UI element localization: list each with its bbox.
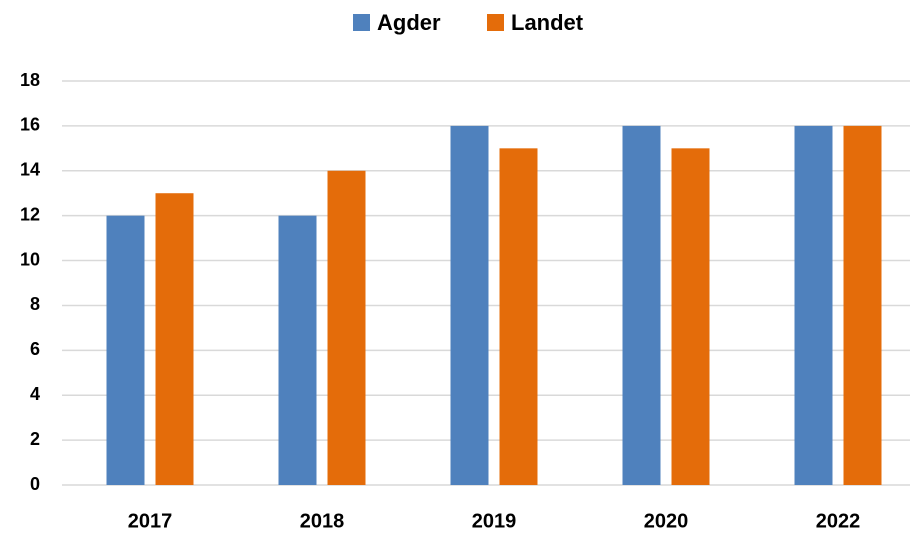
x-tick-label: 2018 bbox=[300, 510, 345, 532]
bar bbox=[106, 215, 145, 485]
y-tick-label: 2 bbox=[30, 429, 40, 449]
bar bbox=[794, 125, 833, 485]
bar bbox=[450, 125, 489, 485]
y-tick-label: 8 bbox=[30, 294, 40, 314]
bar bbox=[278, 215, 317, 485]
y-tick-label: 12 bbox=[20, 204, 40, 224]
y-tick-label: 18 bbox=[20, 70, 40, 90]
legend-swatch bbox=[353, 14, 370, 31]
y-tick-label: 16 bbox=[20, 115, 40, 135]
y-tick-label: 4 bbox=[30, 384, 40, 404]
legend-swatch bbox=[487, 14, 504, 31]
legend-label: Landet bbox=[511, 10, 584, 35]
bar bbox=[622, 125, 661, 485]
x-tick-label: 2017 bbox=[128, 510, 173, 532]
bar bbox=[671, 148, 710, 486]
y-tick-label: 0 bbox=[30, 474, 40, 494]
x-tick-label: 2022 bbox=[816, 510, 861, 532]
bar bbox=[499, 148, 538, 486]
y-tick-label: 14 bbox=[20, 160, 40, 180]
bar bbox=[327, 170, 366, 485]
bar bbox=[843, 125, 882, 485]
y-tick-label: 10 bbox=[20, 249, 40, 269]
bar bbox=[155, 193, 194, 485]
y-tick-label: 6 bbox=[30, 339, 40, 359]
x-tick-label: 2019 bbox=[472, 510, 517, 532]
legend-label: Agder bbox=[377, 10, 441, 35]
x-tick-label: 2020 bbox=[644, 510, 689, 532]
